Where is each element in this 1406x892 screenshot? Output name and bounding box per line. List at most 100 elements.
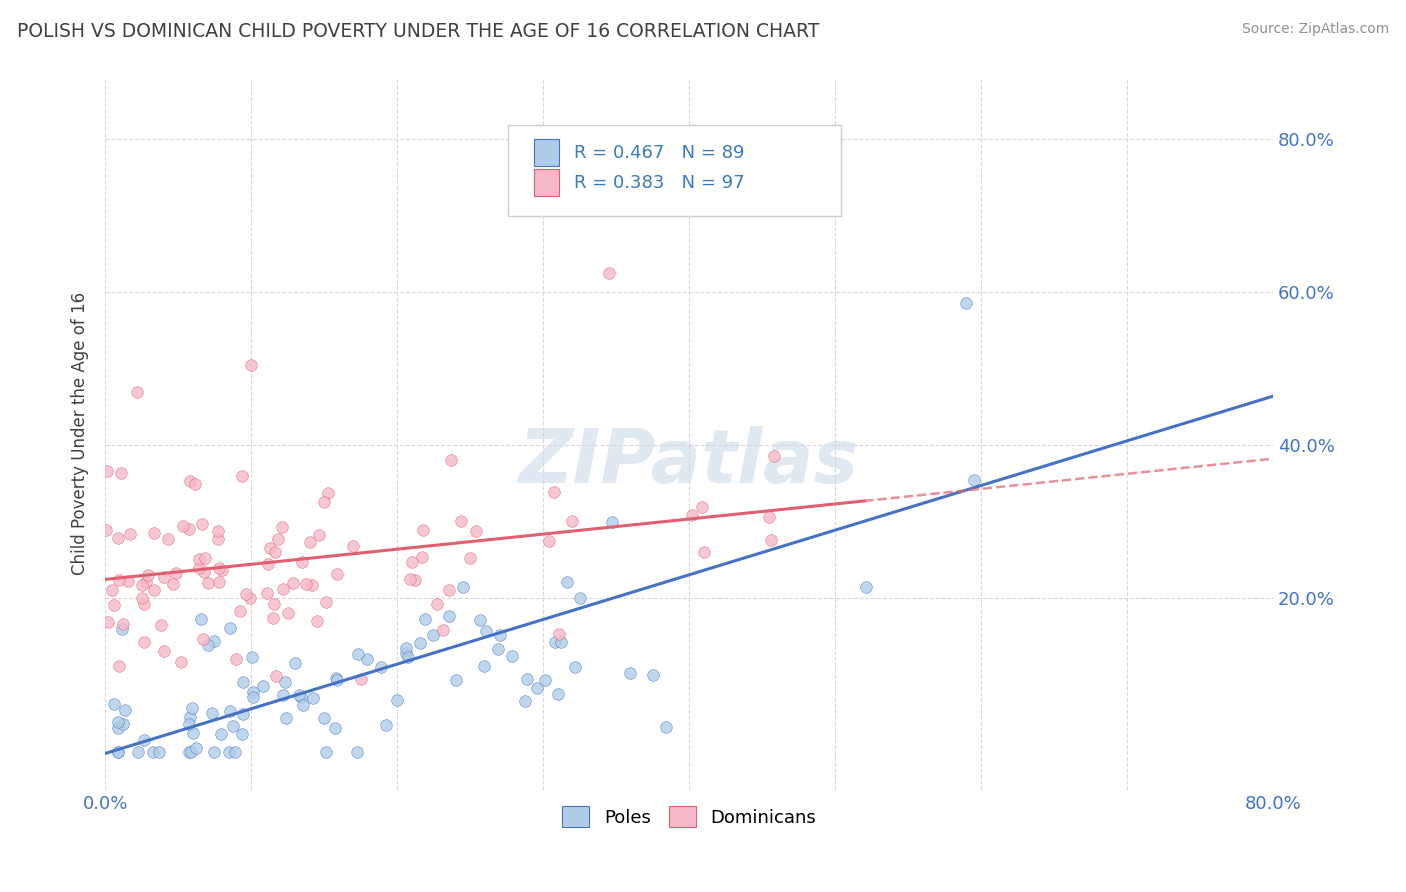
Point [283, 575, 305, 590]
Point [526, 681, 548, 695]
Point [465, 524, 488, 538]
Point [408, 636, 430, 650]
Point [114, 703, 136, 717]
Point [325, 671, 347, 685]
Point [181, 726, 204, 740]
Point [263, 597, 285, 611]
Point [103, 698, 125, 712]
Point [111, 622, 134, 636]
Point [370, 660, 392, 674]
Point [291, 555, 314, 569]
Point [118, 526, 141, 541]
Point [180, 701, 202, 715]
Point [148, 745, 170, 759]
Point [271, 688, 294, 702]
Point [211, 562, 233, 576]
Point [97, 615, 120, 629]
Point [550, 635, 572, 649]
Point [218, 704, 240, 718]
Point [96, 464, 118, 478]
Point [107, 745, 129, 759]
Point [193, 632, 215, 647]
Point [401, 555, 423, 569]
Point [301, 578, 323, 592]
Point [451, 580, 474, 594]
Text: R = 0.383   N = 97: R = 0.383 N = 97 [574, 174, 744, 192]
Point [516, 673, 538, 687]
Point [153, 644, 176, 658]
Point [387, 692, 409, 706]
Point [201, 706, 224, 720]
Point [264, 669, 287, 683]
Point [413, 612, 436, 626]
Point [142, 745, 165, 759]
Point [600, 515, 623, 529]
Point [475, 624, 498, 639]
Point [259, 541, 281, 556]
Point [411, 550, 433, 565]
Point [302, 690, 325, 705]
Point [312, 494, 335, 508]
FancyBboxPatch shape [508, 125, 841, 217]
Point [190, 612, 212, 626]
Point [955, 296, 977, 310]
Point [299, 535, 322, 549]
Point [202, 633, 225, 648]
Point [191, 517, 214, 532]
Point [501, 649, 523, 664]
Point [316, 485, 339, 500]
Point [267, 532, 290, 546]
Point [108, 659, 131, 673]
Point [347, 647, 370, 661]
Point [239, 591, 262, 605]
Point [177, 717, 200, 731]
Point [240, 358, 263, 372]
Point [179, 710, 201, 724]
Point [544, 635, 567, 649]
Point [135, 574, 157, 589]
Point [264, 545, 287, 559]
Point [107, 722, 129, 736]
Point [184, 477, 207, 491]
Point [142, 525, 165, 540]
Point [262, 611, 284, 625]
Point [193, 566, 215, 580]
Point [257, 557, 280, 571]
Point [132, 635, 155, 649]
Point [855, 580, 877, 594]
Point [1393, 201, 1406, 215]
Point [690, 500, 713, 514]
Point [252, 679, 274, 693]
Point [127, 384, 149, 399]
Point [107, 745, 129, 759]
Point [277, 606, 299, 620]
Point [346, 745, 368, 759]
Point [543, 485, 565, 500]
Point [179, 522, 201, 536]
Point [326, 673, 349, 687]
Point [284, 657, 307, 671]
Point [349, 672, 371, 686]
Point [325, 567, 347, 582]
Point [136, 568, 159, 582]
Point [655, 719, 678, 733]
Bar [534, 169, 560, 196]
Point [422, 628, 444, 642]
Point [287, 688, 309, 702]
Point [557, 574, 579, 589]
Point [758, 509, 780, 524]
Point [315, 594, 337, 608]
Point [131, 591, 153, 606]
Point [450, 514, 472, 528]
Point [962, 473, 984, 487]
Point [132, 733, 155, 747]
Point [533, 673, 555, 688]
Point [232, 706, 254, 721]
Point [240, 650, 263, 665]
Text: R = 0.467   N = 89: R = 0.467 N = 89 [574, 144, 744, 162]
Point [395, 641, 418, 656]
Point [208, 561, 231, 575]
Point [229, 604, 252, 618]
Point [641, 668, 664, 682]
Point [404, 573, 426, 587]
